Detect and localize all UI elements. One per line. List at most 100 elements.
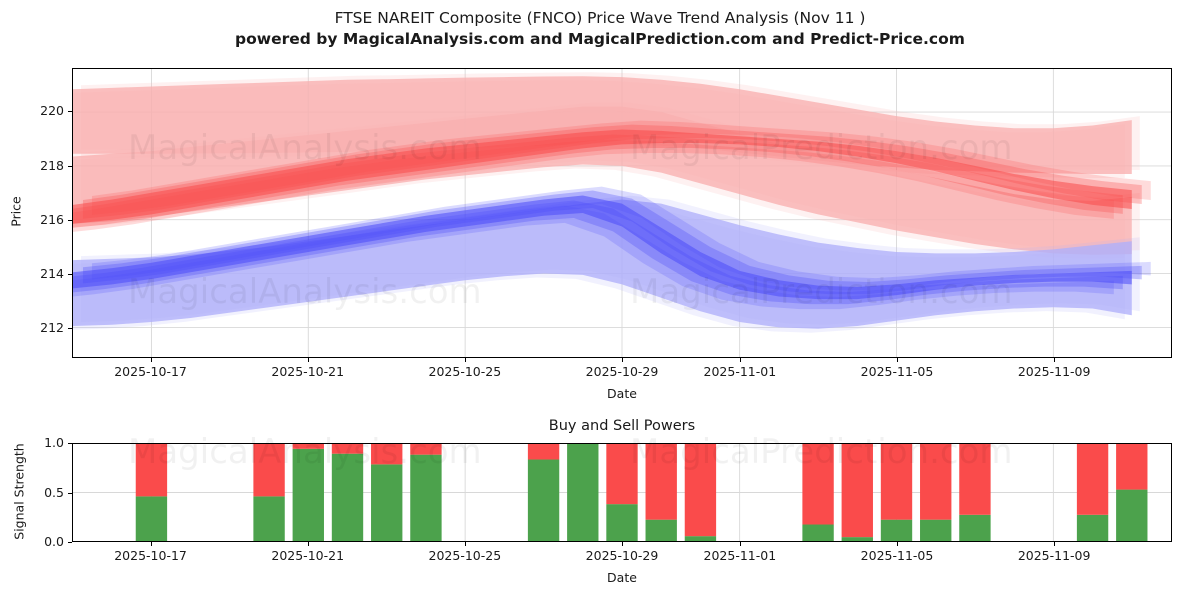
signal-bar <box>1076 444 1109 541</box>
buy-power-segment <box>959 514 991 541</box>
price-wave-svg <box>73 69 1171 357</box>
sell-power-segment <box>920 444 952 520</box>
price-band-layer <box>73 200 1123 305</box>
price-y-tickmark <box>68 328 72 330</box>
price-y-tick-label: 212 <box>40 320 64 336</box>
price-x-tickmark <box>739 358 741 362</box>
price-band-layer <box>91 120 1151 215</box>
signal-x-tickmark <box>464 542 466 546</box>
signal-y-tick-label: 1.0 <box>44 435 64 450</box>
price-y-tick-label: 216 <box>40 211 64 227</box>
sell-power-segment <box>527 444 560 460</box>
signal-x-tickmark <box>307 542 309 546</box>
buy-power-segment <box>684 536 717 541</box>
signal-x-tickmark <box>897 542 898 546</box>
buy-power-segment <box>645 519 677 541</box>
price-band-layer <box>82 190 1142 295</box>
figure-title-line-2: powered by MagicalAnalysis.com and Magic… <box>235 30 965 48</box>
sell-power-segment <box>1116 444 1148 490</box>
sell-power-segment <box>841 444 873 538</box>
buy-power-segment <box>135 496 168 541</box>
signal-bar <box>802 444 834 541</box>
price-x-tickmark <box>897 358 898 362</box>
price-x-tick-label: 2025-11-09 <box>1017 364 1091 379</box>
sell-power-segment <box>645 444 677 520</box>
buy-power-segment <box>292 448 324 541</box>
buy-power-segment <box>567 444 599 541</box>
sell-power-segment <box>410 444 442 455</box>
signal-x-tick-label: 2025-11-01 <box>703 548 777 563</box>
sell-power-segment <box>684 444 717 537</box>
price-band-layer <box>73 203 1125 333</box>
signal-date-axis-label: Date <box>607 570 637 585</box>
price-band-layer <box>91 186 1151 291</box>
price-band-wave-red-upper <box>73 120 1151 232</box>
signal-bar <box>371 444 403 541</box>
signal-x-tick-label: 2025-10-29 <box>585 548 659 563</box>
price-y-tick-label: 214 <box>40 265 64 281</box>
price-band-wave-blue-lower <box>73 186 1151 310</box>
sell-power-segment <box>135 444 168 497</box>
buy-sell-svg <box>73 444 1171 541</box>
sell-power-segment <box>802 444 834 525</box>
price-band-mid-resistance-band <box>73 102 1140 259</box>
buy-power-segment <box>841 537 873 541</box>
buy-power-segment <box>880 519 913 541</box>
buy-sell-plot-area <box>72 443 1172 542</box>
sell-power-segment <box>331 444 364 454</box>
buy-power-segment <box>1076 514 1109 541</box>
signal-bar <box>606 444 638 541</box>
price-date-axis-label: Date <box>607 386 637 401</box>
figure-title-line-1: FTSE NAREIT Composite (FNCO) Price Wave … <box>334 9 866 27</box>
price-band-layer <box>73 195 1132 300</box>
signal-x-tick-label: 2025-11-09 <box>1017 548 1091 563</box>
price-band-layer <box>82 124 1142 219</box>
sell-power-segment <box>959 444 991 515</box>
sell-power-segment <box>1076 444 1109 515</box>
signal-bar <box>959 444 991 541</box>
price-x-tickmark <box>150 358 152 362</box>
signal-x-tick-label: 2025-10-17 <box>114 548 187 563</box>
price-y-tickmark <box>68 219 72 221</box>
buy-power-segment <box>920 519 952 541</box>
price-band-layer <box>73 129 1132 224</box>
price-x-tick-label: 2025-10-17 <box>114 364 187 379</box>
signal-x-tick-label: 2025-10-21 <box>271 548 345 563</box>
price-axis-label: Price <box>8 196 24 227</box>
signal-x-tick-label: 2025-10-25 <box>428 548 502 563</box>
price-x-tick-label: 2025-10-25 <box>428 364 502 379</box>
figure-title: FTSE NAREIT Composite (FNCO) Price Wave … <box>0 8 1200 50</box>
buy-power-segment <box>410 454 442 541</box>
signal-bar <box>527 444 560 541</box>
sell-power-segment <box>371 444 403 465</box>
price-x-tick-label: 2025-11-05 <box>860 364 934 379</box>
signal-y-tick-label: 0.5 <box>44 484 64 500</box>
signal-y-tickmark <box>68 492 72 494</box>
signal-strength-axis-label: Signal Strength <box>11 442 27 540</box>
price-y-tick-label: 218 <box>40 157 64 173</box>
price-x-tick-label: 2025-11-01 <box>703 364 777 379</box>
price-y-tick-label: 220 <box>40 103 64 119</box>
buy-power-segment <box>253 496 285 541</box>
signal-bar <box>841 444 873 541</box>
buy-power-segment <box>371 464 403 541</box>
buy-power-segment <box>606 504 638 541</box>
price-band-layer <box>73 139 1114 232</box>
price-wave-plot-area <box>72 68 1172 358</box>
price-band-layer <box>73 106 1132 255</box>
price-x-tickmark <box>1054 358 1056 362</box>
buy-power-segment <box>1116 489 1148 541</box>
signal-bar <box>684 444 717 541</box>
signal-y-tickmark <box>68 542 72 543</box>
sell-power-segment <box>292 444 324 449</box>
price-x-tick-label: 2025-10-21 <box>271 364 345 379</box>
signal-bar <box>135 444 168 541</box>
signal-bar <box>331 444 364 541</box>
signal-bar <box>920 444 952 541</box>
signal-bar <box>410 444 442 541</box>
price-band-layer <box>73 205 1114 310</box>
signal-y-tickmark <box>68 443 72 444</box>
buy-power-segment <box>527 459 560 541</box>
signal-x-tickmark <box>1054 542 1056 546</box>
